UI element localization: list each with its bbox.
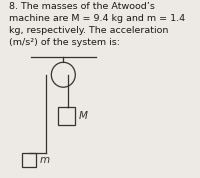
Bar [58, 107, 75, 125]
Text: M: M [79, 111, 88, 121]
Bar [22, 153, 36, 167]
Text: m: m [39, 155, 49, 165]
Text: 8. The masses of the Atwood’s
machine are M = 9.4 kg and m = 1.4
kg, respectivel: 8. The masses of the Atwood’s machine ar… [9, 2, 185, 47]
